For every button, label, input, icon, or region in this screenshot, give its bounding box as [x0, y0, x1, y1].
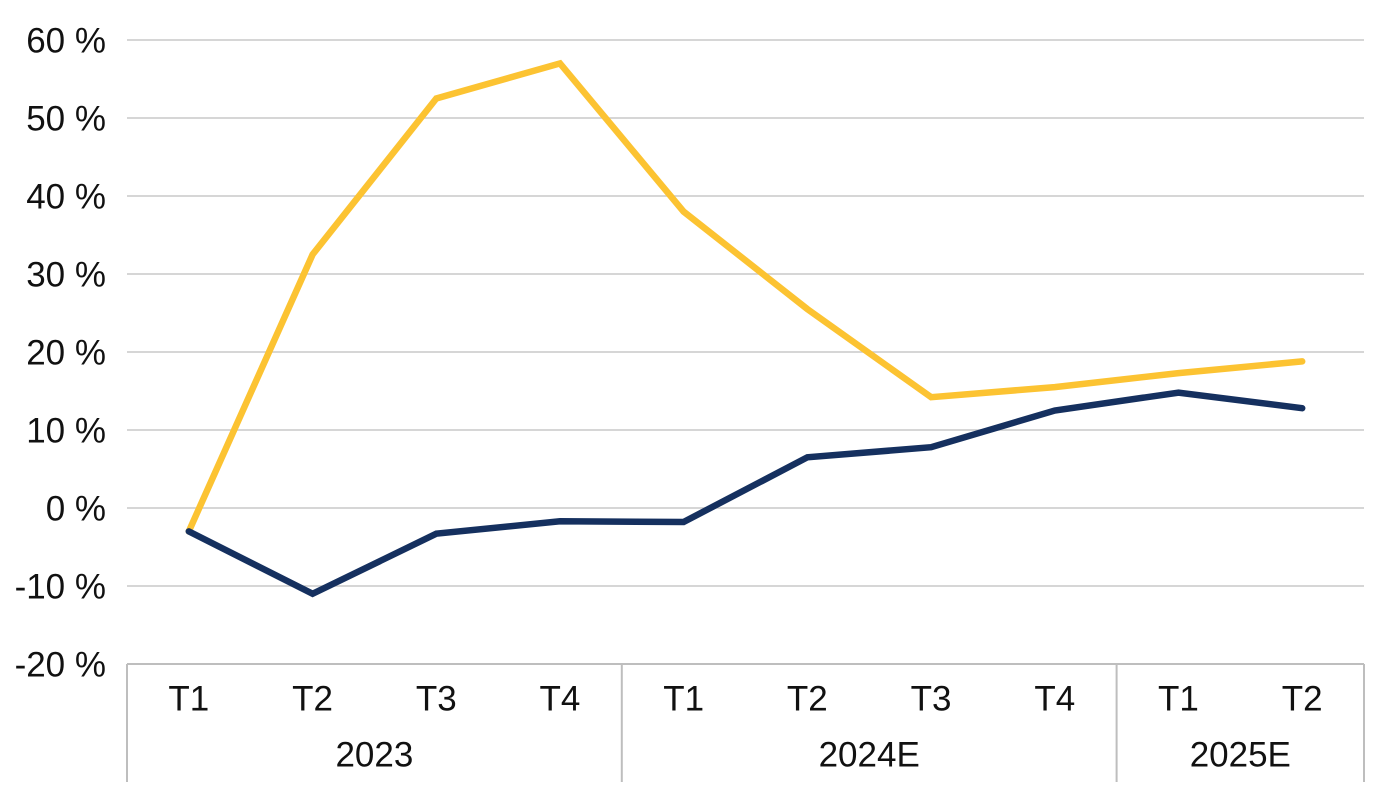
x-year-label: 2025E	[1190, 736, 1291, 775]
y-tick-label: -20 %	[15, 646, 106, 685]
x-quarter-label: T3	[911, 680, 952, 719]
y-tick-label: 50 %	[26, 100, 106, 139]
x-quarter-label: T1	[663, 680, 704, 719]
x-year-label: 2024E	[819, 736, 920, 775]
x-quarter-label: T4	[540, 680, 581, 719]
y-tick-label: 40 %	[26, 178, 106, 217]
x-quarter-label: T2	[292, 680, 333, 719]
x-quarter-label: T2	[787, 680, 828, 719]
x-quarter-label: T1	[168, 680, 209, 719]
y-tick-label: 0 %	[46, 490, 106, 529]
x-quarter-label: T1	[1158, 680, 1199, 719]
y-tick-label: 10 %	[26, 412, 106, 451]
x-quarter-label: T2	[1282, 680, 1323, 719]
y-tick-label: 20 %	[26, 334, 106, 373]
navy-series-line	[185, 389, 1306, 598]
y-tick-label: 30 %	[26, 256, 106, 295]
yellow-series-line	[185, 59, 1306, 535]
x-quarter-label: T3	[416, 680, 457, 719]
y-tick-label: 60 %	[26, 22, 106, 61]
y-tick-label: -10 %	[15, 568, 106, 607]
x-year-label: 2023	[335, 736, 413, 775]
x-quarter-label: T4	[1034, 680, 1075, 719]
